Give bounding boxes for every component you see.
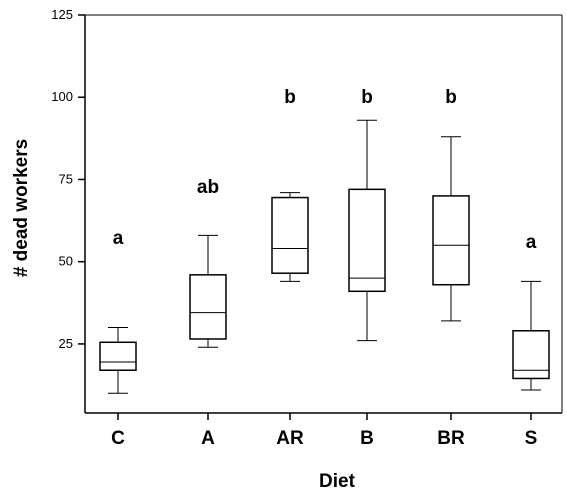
- x-tick-label: A: [201, 428, 215, 449]
- significance-label: b: [445, 87, 457, 108]
- y-tick-label: 100: [51, 89, 73, 104]
- box-c: [99, 326, 137, 394]
- significance-label: b: [361, 87, 373, 108]
- iqr-box: [99, 341, 137, 371]
- box-a: [189, 234, 227, 348]
- plot-frame: [84, 14, 563, 414]
- iqr-box: [432, 195, 470, 286]
- y-axis-ticks: 25 50 75 100 125: [51, 7, 85, 351]
- significance-labels: a ab b b b a: [113, 87, 537, 253]
- iqr-box: [348, 188, 386, 293]
- box-series: [99, 119, 550, 394]
- x-tick-label: B: [360, 428, 374, 449]
- box-ar: [271, 192, 309, 282]
- iqr-box: [189, 274, 227, 340]
- significance-label: b: [284, 87, 296, 108]
- x-tick-label: AR: [276, 428, 304, 449]
- iqr-box: [271, 196, 309, 274]
- y-tick-label: 50: [59, 254, 73, 269]
- y-tick-label: 25: [59, 336, 73, 351]
- box-br: [432, 136, 470, 322]
- box-b: [348, 119, 386, 342]
- x-axis-ticks: C A AR B BR S: [111, 413, 537, 449]
- y-tick-label: 125: [51, 7, 73, 22]
- significance-label: a: [526, 232, 537, 253]
- iqr-box: [512, 330, 550, 380]
- y-tick-label: 75: [59, 171, 73, 186]
- x-axis-title: Diet: [319, 471, 356, 492]
- box-s: [512, 280, 550, 391]
- significance-label: ab: [197, 177, 219, 198]
- y-axis-title: # dead workers: [11, 139, 32, 277]
- x-tick-label: BR: [437, 428, 465, 449]
- x-tick-label: S: [525, 428, 538, 449]
- x-tick-label: C: [111, 428, 125, 449]
- significance-label: a: [113, 228, 124, 249]
